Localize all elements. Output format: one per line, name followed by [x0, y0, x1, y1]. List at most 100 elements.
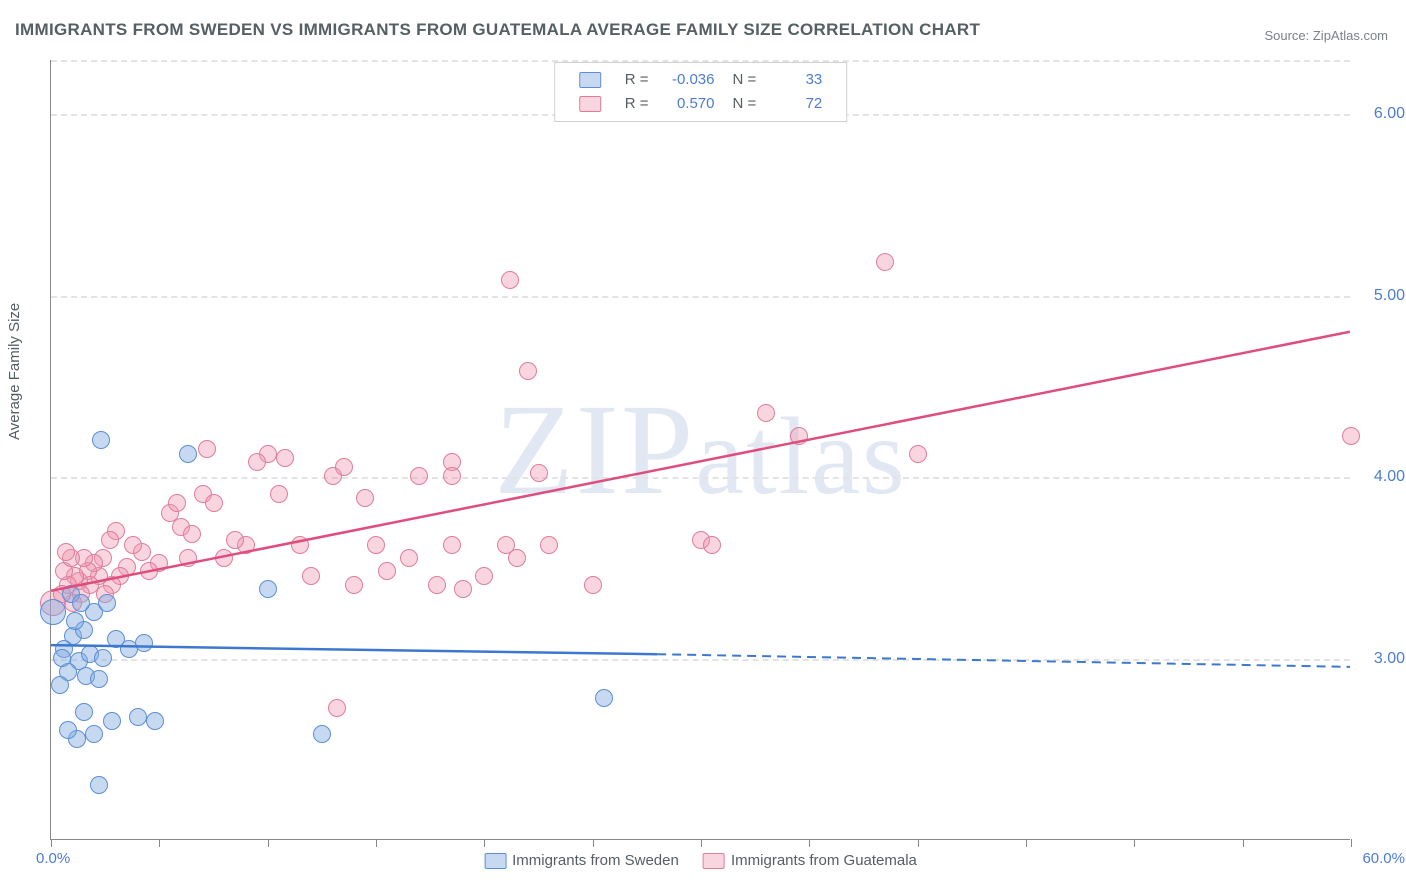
scatter-point-series2: [270, 485, 288, 503]
scatter-point-series2: [454, 580, 472, 598]
scatter-point-series2: [703, 536, 721, 554]
scatter-point-series2: [101, 531, 119, 549]
scatter-point-series1: [595, 689, 613, 707]
x-tick: [1351, 839, 1352, 847]
x-tick: [918, 839, 919, 847]
scatter-point-series2: [183, 525, 201, 543]
scatter-point-series1: [94, 649, 112, 667]
scatter-point-series1: [98, 594, 116, 612]
legend-item: Immigrants from Sweden: [484, 852, 679, 869]
r-label: R =: [617, 69, 657, 91]
watermark: ZIPatlas: [494, 375, 907, 525]
legend-series: Immigrants from Sweden Immigrants from G…: [474, 852, 927, 869]
x-tick: [809, 839, 810, 847]
scatter-point-series2: [367, 536, 385, 554]
plot-area: ZIPatlas 3.004.005.006.00 R = -0.036 N =…: [50, 60, 1350, 840]
x-tick: [484, 839, 485, 847]
r-value-1: -0.036: [667, 69, 715, 91]
n-value-2: 72: [774, 93, 822, 115]
x-axis-min-label: 0.0%: [36, 850, 70, 867]
scatter-point-series1: [92, 431, 110, 449]
x-tick: [268, 839, 269, 847]
scatter-point-series2: [475, 567, 493, 585]
scatter-point-series2: [57, 543, 75, 561]
swatch-series1: [579, 72, 601, 88]
n-value-1: 33: [774, 69, 822, 91]
scatter-point-series1: [179, 445, 197, 463]
scatter-point-series1: [75, 703, 93, 721]
scatter-point-series2: [530, 464, 548, 482]
scatter-point-series1: [313, 725, 331, 743]
scatter-point-series1: [129, 708, 147, 726]
scatter-point-series2: [226, 531, 244, 549]
scatter-point-series2: [540, 536, 558, 554]
swatch-series1-icon: [484, 853, 506, 869]
scatter-point-series1: [135, 634, 153, 652]
r-value-2: 0.570: [667, 93, 715, 115]
scatter-point-series2: [215, 549, 233, 567]
scatter-point-series2: [443, 467, 461, 485]
gridline: [51, 477, 1350, 479]
scatter-point-series2: [198, 440, 216, 458]
y-tick-label: 3.00: [1360, 650, 1405, 668]
scatter-point-series2: [876, 253, 894, 271]
x-tick: [51, 839, 52, 847]
scatter-point-series2: [378, 562, 396, 580]
scatter-point-series2: [790, 427, 808, 445]
swatch-series2-icon: [703, 853, 725, 869]
x-tick: [1134, 839, 1135, 847]
legend-item: Immigrants from Guatemala: [703, 852, 917, 869]
scatter-point-series2: [443, 536, 461, 554]
y-tick-label: 5.00: [1360, 287, 1405, 305]
scatter-point-series2: [345, 576, 363, 594]
n-label: N =: [725, 69, 765, 91]
scatter-point-series2: [909, 445, 927, 463]
scatter-point-series1: [103, 712, 121, 730]
y-tick-label: 6.00: [1360, 105, 1405, 123]
scatter-point-series1: [90, 670, 108, 688]
r-label: R =: [617, 93, 657, 115]
n-label: N =: [725, 93, 765, 115]
legend-stats-row: R = -0.036 N = 33: [571, 69, 831, 91]
x-tick: [159, 839, 160, 847]
x-tick: [701, 839, 702, 847]
scatter-point-series2: [356, 489, 374, 507]
chart-title: IMMIGRANTS FROM SWEDEN VS IMMIGRANTS FRO…: [15, 20, 980, 40]
scatter-point-series1: [51, 676, 69, 694]
x-tick: [593, 839, 594, 847]
scatter-point-series2: [757, 404, 775, 422]
scatter-point-series2: [140, 562, 158, 580]
scatter-point-series2: [302, 567, 320, 585]
scatter-point-series1: [259, 580, 277, 598]
scatter-point-series2: [168, 494, 186, 512]
scatter-point-series2: [179, 549, 197, 567]
gridline: [51, 296, 1350, 298]
legend-stats: R = -0.036 N = 33 R = 0.570 N = 72: [554, 62, 848, 122]
scatter-point-series1: [90, 776, 108, 794]
scatter-point-series2: [584, 576, 602, 594]
source-label: Source: ZipAtlas.com: [1264, 28, 1388, 43]
scatter-point-series2: [291, 536, 309, 554]
legend-label-1: Immigrants from Sweden: [512, 852, 679, 869]
legend-label-2: Immigrants from Guatemala: [731, 852, 917, 869]
scatter-point-series2: [410, 467, 428, 485]
scatter-point-series2: [519, 362, 537, 380]
gridline: [51, 659, 1350, 661]
y-axis-label: Average Family Size: [6, 303, 23, 440]
scatter-point-series2: [501, 271, 519, 289]
y-tick-label: 4.00: [1360, 468, 1405, 486]
scatter-point-series1: [40, 599, 66, 625]
scatter-point-series2: [1342, 427, 1360, 445]
x-tick: [1243, 839, 1244, 847]
x-axis-max-label: 60.0%: [1362, 850, 1405, 867]
scatter-point-series2: [328, 699, 346, 717]
scatter-point-series2: [248, 453, 266, 471]
scatter-point-series2: [124, 536, 142, 554]
scatter-point-series2: [276, 449, 294, 467]
scatter-point-series2: [400, 549, 418, 567]
legend-stats-row: R = 0.570 N = 72: [571, 93, 831, 115]
swatch-series2: [579, 96, 601, 112]
scatter-point-series1: [85, 725, 103, 743]
scatter-point-series1: [66, 612, 84, 630]
scatter-point-series1: [53, 649, 71, 667]
